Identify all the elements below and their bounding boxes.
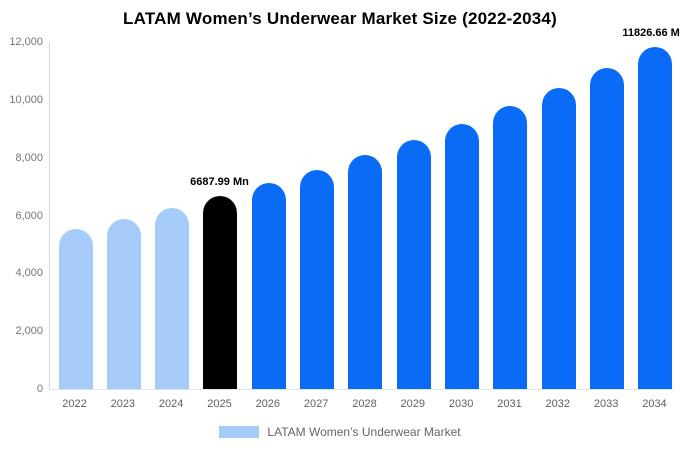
bar-2025: [203, 195, 238, 389]
bar-2030: [445, 123, 480, 389]
annotation-2025: 6687.99 Mn: [190, 175, 249, 188]
x-tick-label-2034: 2034: [642, 398, 667, 410]
x-tick-label-2031: 2031: [497, 398, 522, 410]
legend: LATAM Women’s Underwear Market: [0, 425, 680, 439]
annotation-2034: 11826.66 Mn: [622, 27, 680, 39]
y-tick-label-0: 0: [36, 383, 43, 395]
bar-2031: [493, 106, 528, 389]
bar-2023: [106, 218, 141, 389]
legend-label: LATAM Women’s Underwear Market: [267, 425, 461, 439]
plot-area: [49, 42, 674, 390]
y-tick-label-6000: 6,000: [15, 209, 43, 222]
chart-title: LATAM Women’s Underwear Market Size (202…: [123, 9, 557, 28]
bar-2034: [638, 47, 673, 389]
bar-2033: [590, 68, 625, 389]
bar-2032: [541, 87, 576, 389]
bar-2029: [396, 139, 431, 389]
x-tick-label-2024: 2024: [158, 398, 184, 410]
x-tick-label-2023: 2023: [110, 398, 136, 410]
x-tick-label-2027: 2027: [303, 398, 329, 410]
x-tick-label-2032: 2032: [545, 398, 571, 410]
x-tick-label-2025: 2025: [207, 398, 232, 410]
x-tick-label-2022: 2022: [62, 398, 87, 410]
legend-swatch: [219, 426, 260, 438]
bar-2028: [348, 155, 383, 389]
y-tick-label-8000: 8,000: [15, 151, 43, 164]
x-tick-label-2033: 2033: [593, 398, 619, 410]
y-tick-label-2000: 2,000: [15, 325, 43, 338]
x-tick-label-2026: 2026: [255, 398, 281, 410]
bar-2026: [251, 183, 286, 389]
bar-2022: [58, 229, 93, 389]
bar-2024: [155, 207, 190, 389]
y-tick-label-10000: 10,000: [9, 93, 43, 106]
x-tick-label-2030: 2030: [448, 398, 474, 410]
x-tick-label-2029: 2029: [400, 398, 426, 410]
x-tick-label-2028: 2028: [352, 398, 377, 410]
bar-2027: [300, 169, 335, 389]
y-tick-label-12000: 12,000: [9, 36, 43, 48]
y-tick-label-4000: 4,000: [15, 267, 43, 280]
